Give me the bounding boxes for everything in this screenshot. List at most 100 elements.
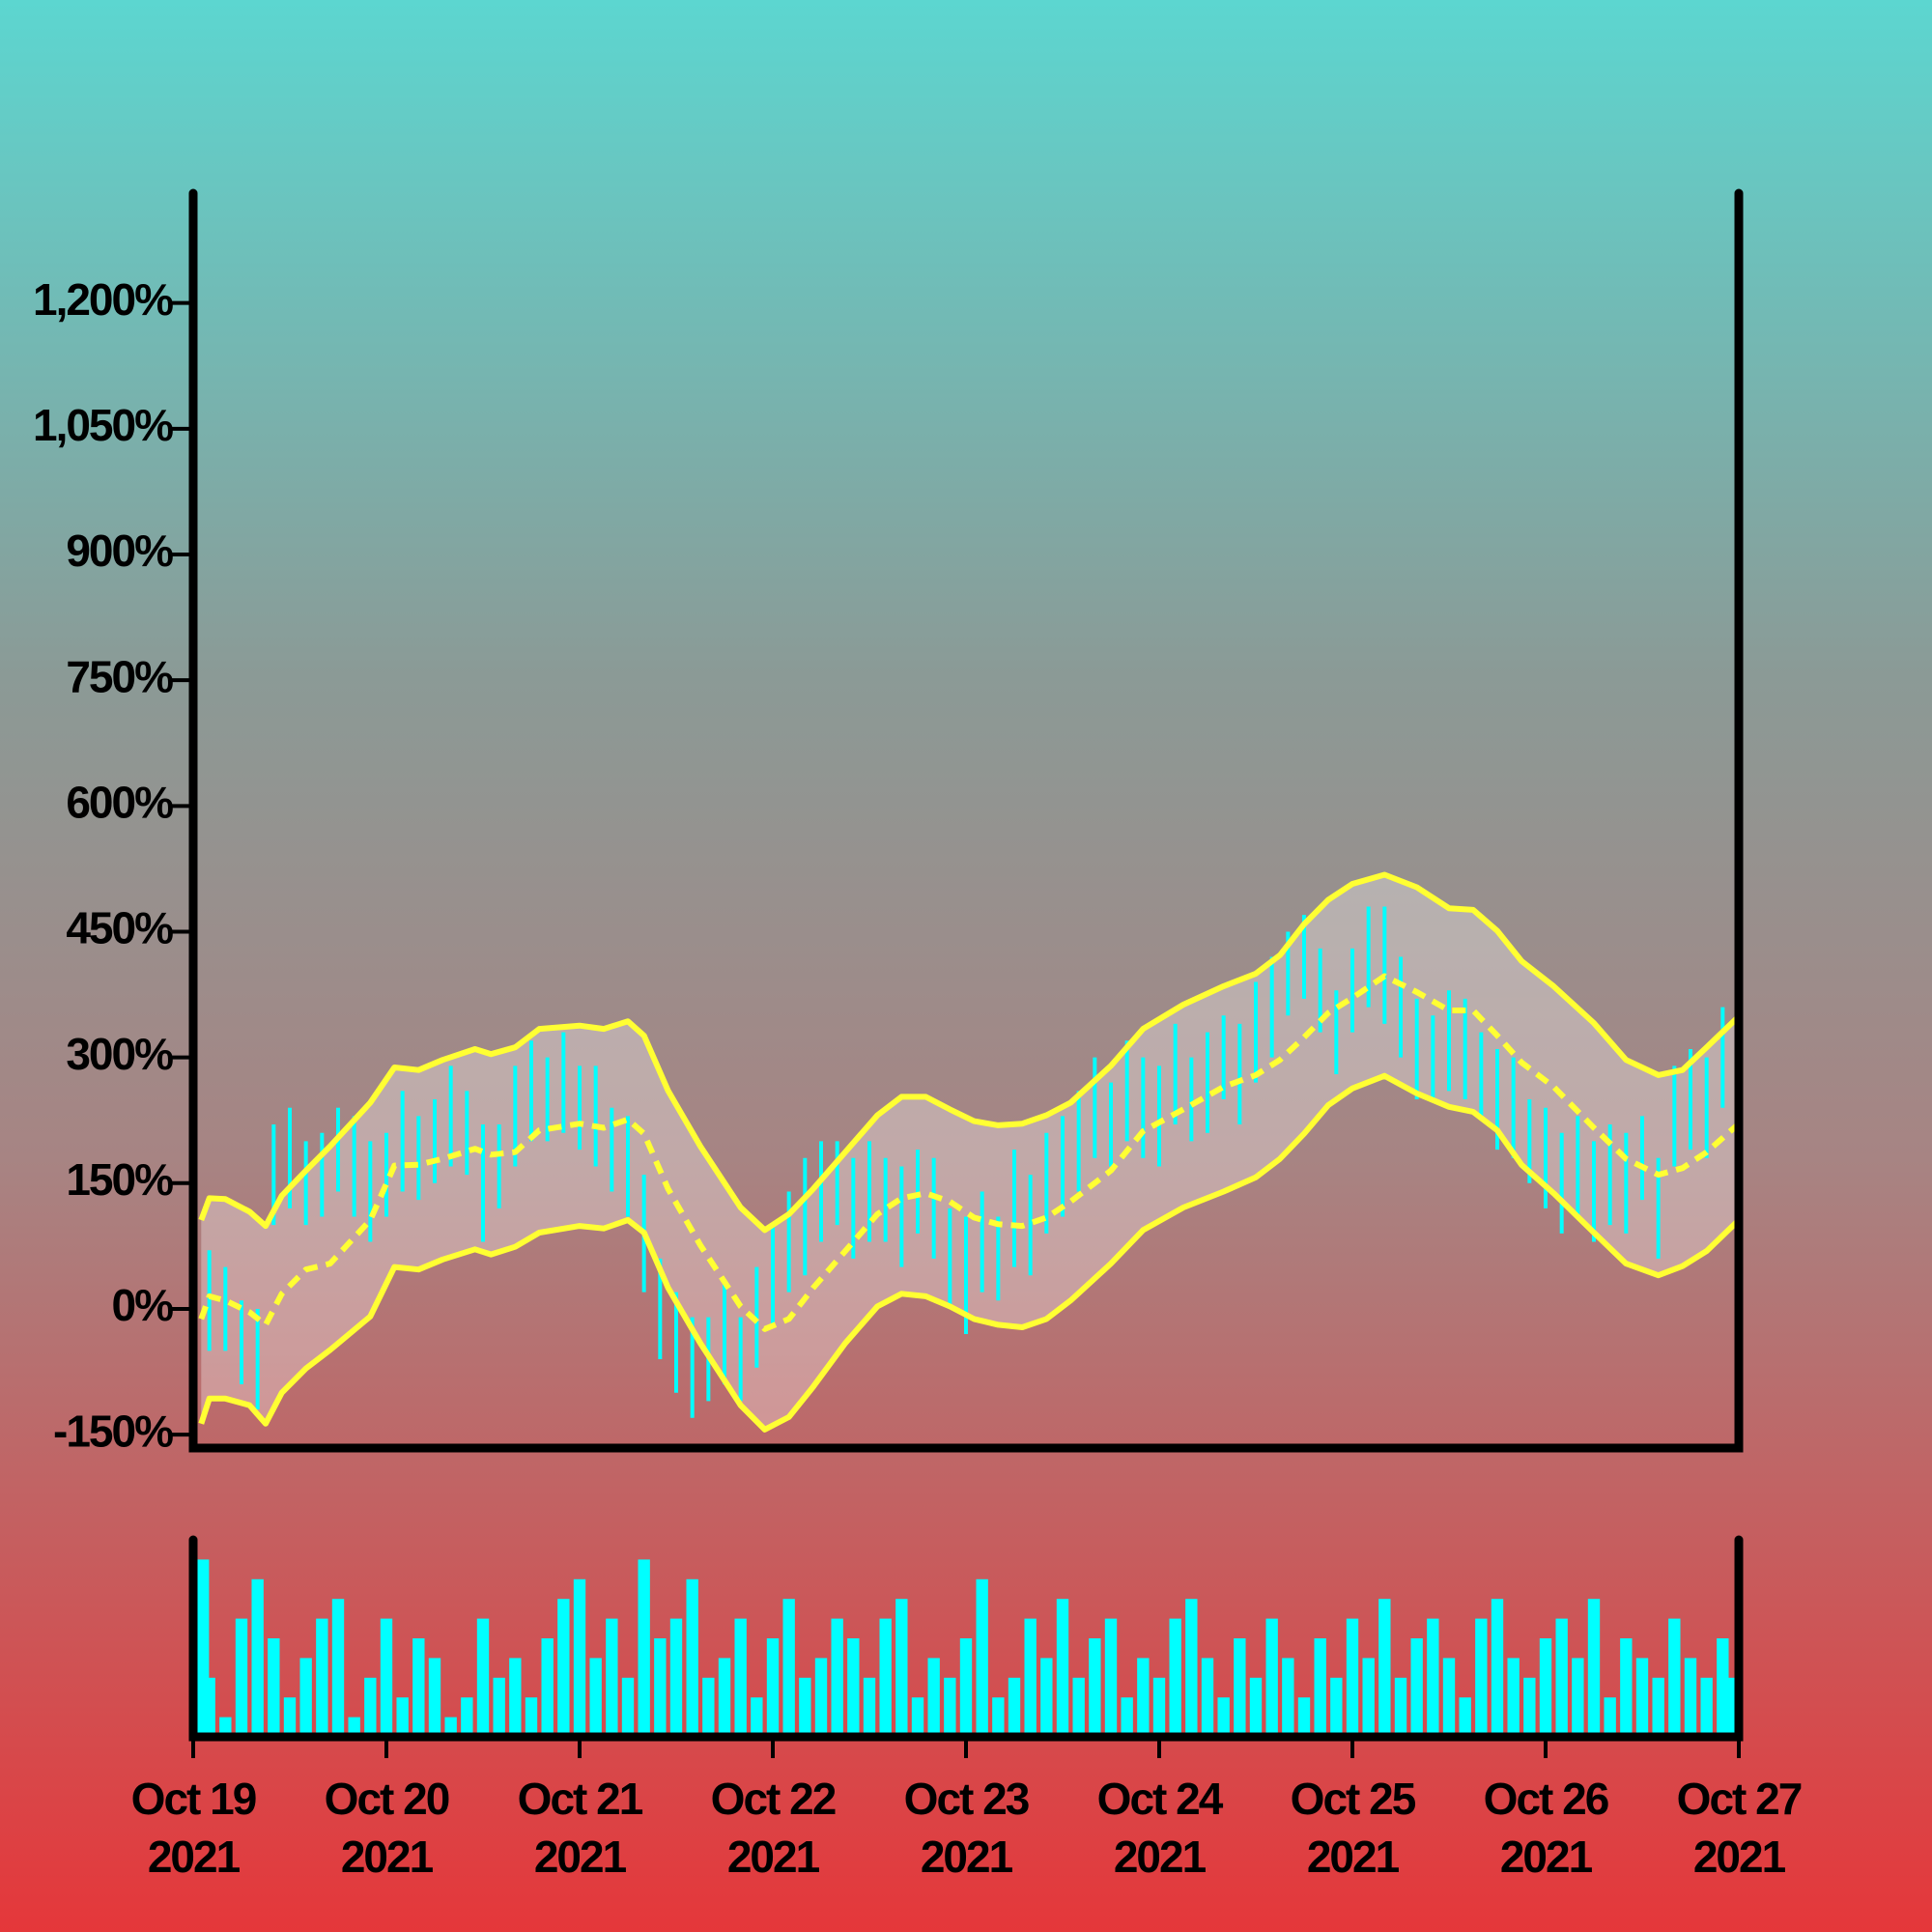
volume-bar — [1072, 1677, 1085, 1737]
volume-bar — [1410, 1638, 1423, 1737]
volume-bar — [1008, 1677, 1021, 1737]
volume-bar — [895, 1599, 908, 1737]
y-tick-label: 900% — [66, 526, 173, 576]
volume-bar — [1249, 1677, 1263, 1737]
volume-bar — [751, 1697, 763, 1737]
volume-bar — [1652, 1677, 1664, 1737]
volume-bar — [235, 1618, 248, 1737]
volume-bar — [702, 1677, 715, 1737]
y-tick-label: 1,050% — [33, 400, 173, 450]
volume-bar — [1282, 1658, 1294, 1737]
volume-bar — [1201, 1658, 1214, 1737]
x-tick-label: 2021 — [1307, 1832, 1400, 1882]
volume-bar — [1152, 1677, 1166, 1737]
volume-bar — [1539, 1638, 1552, 1737]
volume-bar — [1234, 1638, 1246, 1737]
volume-bar — [654, 1638, 667, 1737]
volume-bar — [1668, 1618, 1681, 1737]
y-tick-label: 1,200% — [33, 274, 173, 325]
volume-bar — [1507, 1658, 1520, 1737]
volume-bar — [1346, 1618, 1359, 1737]
x-tick-label: 2021 — [727, 1832, 820, 1882]
volume-bar — [944, 1677, 956, 1737]
volume-bar — [557, 1599, 570, 1737]
x-tick-label: 2021 — [1500, 1832, 1593, 1882]
volume-bar — [203, 1677, 215, 1737]
x-tick-label: Oct 24 — [1097, 1774, 1224, 1824]
volume-bar — [1442, 1658, 1456, 1737]
volume-bar — [1572, 1658, 1584, 1737]
axis-frame — [188, 1535, 1744, 1742]
y-tick-label: -150% — [53, 1406, 173, 1456]
volume-bar — [1297, 1697, 1311, 1737]
volume-bar — [525, 1697, 538, 1737]
x-tick-label: 2021 — [148, 1832, 241, 1882]
volume-bar — [799, 1677, 811, 1737]
band-upper — [198, 871, 1742, 1234]
x-tick-label: 2021 — [1114, 1832, 1207, 1882]
volume-bar — [879, 1618, 892, 1737]
x-tick-label: Oct 22 — [711, 1774, 836, 1824]
volume-bar — [364, 1677, 377, 1737]
volume-bar — [1684, 1658, 1697, 1737]
volume-bar — [734, 1618, 747, 1737]
y-tick-label: 600% — [66, 777, 173, 827]
x-tick-label: Oct 23 — [904, 1774, 1029, 1824]
volume-bar — [1169, 1618, 1181, 1737]
volume-bar — [927, 1658, 940, 1737]
volume-bar — [1523, 1677, 1536, 1737]
volume-bar — [1137, 1658, 1150, 1737]
volume-bar — [606, 1618, 618, 1737]
band-middle — [198, 973, 1741, 1332]
volume-bar — [331, 1599, 345, 1737]
axis-frame — [188, 188, 1744, 1453]
volume-bar — [814, 1658, 828, 1737]
volume-bar — [1378, 1599, 1391, 1737]
volume-bar — [847, 1638, 860, 1737]
volume-bar — [299, 1658, 312, 1737]
volume-bar — [959, 1638, 973, 1737]
volume-bar — [412, 1638, 425, 1737]
volume-bar — [1555, 1618, 1568, 1737]
x-tick-label: Oct 21 — [518, 1774, 643, 1824]
volume-bar — [1635, 1658, 1649, 1737]
volume-bar — [992, 1697, 1005, 1737]
volume-bar — [669, 1618, 683, 1737]
volume-bar — [348, 1717, 360, 1737]
x-tick-label: 2021 — [534, 1832, 627, 1882]
volume-bar — [1217, 1697, 1230, 1737]
volume-bar — [219, 1717, 232, 1737]
volume-bar — [1587, 1599, 1601, 1737]
volume-bar — [1104, 1618, 1118, 1737]
volume-bar — [718, 1658, 731, 1737]
volume-bar — [1056, 1599, 1069, 1737]
volume-bar — [1604, 1697, 1616, 1737]
volume-bar — [493, 1677, 505, 1737]
volume-bar — [589, 1658, 602, 1737]
band-fill — [201, 874, 1739, 1430]
volume-bar — [1722, 1677, 1735, 1737]
volume-bar — [782, 1599, 795, 1737]
volume-bar — [1185, 1599, 1198, 1737]
x-tick-label: Oct 27 — [1677, 1774, 1802, 1824]
volume-bar — [831, 1618, 843, 1737]
volume-bar — [621, 1677, 635, 1737]
x-tick-label: 2021 — [921, 1832, 1013, 1882]
volume-bar — [1427, 1618, 1439, 1737]
volume-bar — [1491, 1599, 1504, 1737]
volume-bar — [283, 1697, 297, 1737]
volume-bar — [316, 1618, 328, 1737]
x-tick-label: Oct 19 — [131, 1774, 256, 1824]
volume-bar — [1394, 1677, 1407, 1737]
volume-bar — [1265, 1618, 1278, 1737]
volume-bar — [476, 1618, 490, 1737]
x-tick-label: Oct 26 — [1484, 1774, 1608, 1824]
volume-bar — [1700, 1677, 1713, 1737]
volume-bar — [1024, 1618, 1037, 1737]
volume-bar — [461, 1697, 473, 1737]
x-tick-label: 2021 — [1693, 1832, 1786, 1882]
volume-bar — [766, 1638, 780, 1737]
volume-bar — [1459, 1697, 1471, 1737]
volume-bar — [541, 1638, 554, 1737]
